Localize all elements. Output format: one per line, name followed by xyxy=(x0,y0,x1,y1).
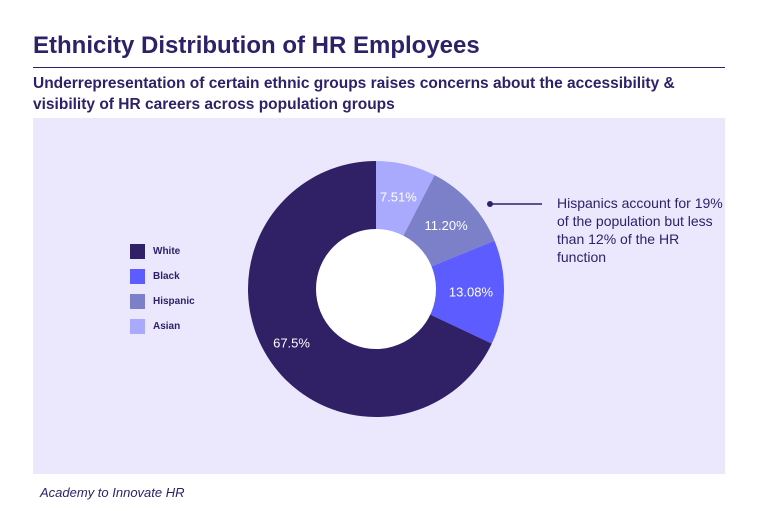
data-label-black: 13.08% xyxy=(449,285,494,300)
legend-swatch xyxy=(130,269,145,284)
legend-swatch xyxy=(130,319,145,334)
data-label-asian: 7.51% xyxy=(380,190,417,205)
legend-label: Black xyxy=(153,271,180,282)
footer-source: Academy to Innovate HR xyxy=(40,485,185,500)
legend-item-hispanic: Hispanic xyxy=(130,289,195,314)
legend-item-white: White xyxy=(130,239,195,264)
legend-item-asian: Asian xyxy=(130,314,195,339)
legend-label: White xyxy=(153,246,181,257)
annotation-dot xyxy=(487,201,493,207)
donut-hole xyxy=(316,229,436,349)
legend-label: Asian xyxy=(153,321,181,332)
legend-swatch xyxy=(130,244,145,259)
title-divider xyxy=(33,67,725,68)
legend-swatch xyxy=(130,294,145,309)
legend-label: Hispanic xyxy=(153,296,195,307)
legend-item-black: Black xyxy=(130,264,195,289)
legend: White Black Hispanic Asian xyxy=(130,239,195,339)
chart-subtitle: Underrepresentation of certain ethnic gr… xyxy=(33,75,675,113)
data-label-hispanic: 11.20% xyxy=(425,218,469,233)
annotation-text: Hispanics account for 19% of the populat… xyxy=(557,195,723,265)
data-label-white: 67.5% xyxy=(273,336,310,351)
slice-black xyxy=(376,240,504,344)
chart-title: Ethnicity Distribution of HR Employees xyxy=(33,32,480,59)
